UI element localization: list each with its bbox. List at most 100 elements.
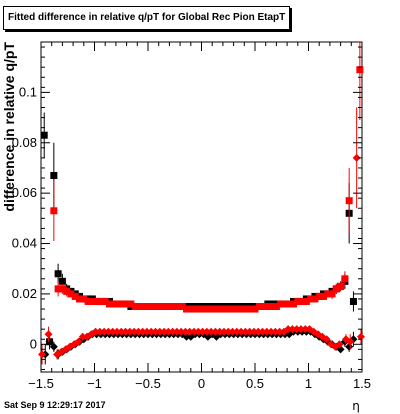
- x-tick-label: 0: [198, 376, 205, 391]
- data-point-diamond: [271, 327, 280, 336]
- data-point-square: [93, 297, 101, 305]
- data-point-square: [234, 305, 242, 313]
- data-point-diamond: [232, 327, 241, 336]
- data-point-square: [170, 303, 178, 311]
- data-point-square: [298, 297, 306, 305]
- data-point-diamond: [254, 327, 263, 336]
- data-point-square: [54, 270, 62, 278]
- data-point-square: [221, 305, 229, 313]
- data-point-square: [251, 305, 259, 313]
- data-point-diamond: [151, 327, 160, 336]
- data-point-square: [187, 305, 195, 313]
- data-point-square: [153, 303, 161, 311]
- data-point-square: [349, 297, 357, 305]
- y-tick-label: 0.1: [19, 84, 37, 99]
- data-point-square: [356, 66, 364, 74]
- data-point-diamond: [181, 327, 190, 336]
- data-point-diamond: [262, 327, 271, 336]
- data-point-square: [195, 305, 203, 313]
- data-point-square: [311, 295, 319, 303]
- data-point-diamond: [322, 335, 331, 344]
- chart-title: Fitted difference in relative q/pT for G…: [3, 6, 291, 30]
- data-point-diamond: [228, 327, 237, 336]
- data-point-square: [97, 297, 105, 305]
- data-point-diamond: [241, 327, 250, 336]
- data-point-diamond: [258, 327, 267, 336]
- x-tick-label: 1.5: [353, 376, 371, 391]
- data-point-diamond: [275, 327, 284, 336]
- data-point-diamond: [194, 327, 203, 336]
- data-point-diamond: [346, 337, 355, 346]
- data-point-diamond: [301, 325, 310, 334]
- data-point-diamond: [177, 327, 186, 336]
- data-point-diamond: [104, 327, 113, 336]
- plot-area: [40, 41, 363, 373]
- timestamp: Sat Sep 9 12:29:17 2017: [4, 400, 106, 410]
- data-point-square: [204, 305, 212, 313]
- x-tick-label: −0.5: [135, 376, 161, 391]
- data-point-diamond: [130, 327, 139, 336]
- data-point-diamond: [117, 327, 126, 336]
- data-point-square: [212, 305, 220, 313]
- data-point-diamond: [284, 325, 293, 334]
- data-point-diamond: [335, 340, 344, 349]
- data-point-diamond: [356, 332, 365, 341]
- data-point-diamond: [202, 327, 211, 336]
- data-point-square: [183, 305, 191, 313]
- data-point-square: [178, 303, 186, 311]
- data-point-diamond: [74, 337, 83, 346]
- data-point-diamond: [215, 327, 224, 336]
- data-point-diamond: [134, 327, 143, 336]
- data-point-diamond: [147, 327, 156, 336]
- data-point-diamond: [155, 327, 164, 336]
- data-point-diamond: [292, 325, 301, 334]
- data-point-diamond: [142, 327, 151, 336]
- data-point-diamond: [297, 325, 306, 334]
- data-point-diamond: [91, 327, 100, 336]
- data-point-diamond: [219, 327, 228, 336]
- x-tick-label: 0.5: [246, 376, 264, 391]
- data-marks: [38, 42, 365, 365]
- data-point-square: [76, 295, 84, 303]
- data-point-diamond: [138, 327, 147, 336]
- x-tick-label: −1: [87, 376, 102, 391]
- data-point-square: [157, 303, 165, 311]
- data-point-square: [277, 300, 285, 308]
- data-point-diamond: [112, 327, 121, 336]
- data-point-square: [332, 285, 340, 293]
- data-point-diamond: [44, 330, 53, 339]
- y-tick-label: 0.06: [12, 185, 37, 200]
- data-point-diamond: [352, 153, 361, 162]
- data-point-square: [118, 300, 126, 308]
- data-point-square: [230, 305, 238, 313]
- data-point-square: [80, 295, 88, 303]
- y-axis-label: difference in relative q/pT: [1, 42, 17, 212]
- data-point-diamond: [108, 327, 117, 336]
- data-point-square: [208, 305, 216, 313]
- data-point-square: [302, 297, 310, 305]
- data-point-square: [63, 287, 71, 295]
- data-point-diamond: [249, 327, 258, 336]
- x-tick-label: −1.5: [28, 376, 54, 391]
- data-point-square: [341, 275, 349, 283]
- data-point-diamond: [198, 327, 207, 336]
- data-point-square: [319, 292, 327, 300]
- data-point-square: [294, 297, 302, 305]
- data-point-diamond: [267, 327, 276, 336]
- data-point-diamond: [168, 327, 177, 336]
- x-tick-label: 1: [305, 376, 312, 391]
- data-point-square: [131, 303, 139, 311]
- data-point-square: [272, 303, 280, 311]
- data-point-square: [40, 131, 48, 139]
- data-point-square: [345, 197, 353, 205]
- data-point-square: [144, 303, 152, 311]
- y-tick-label: 0.08: [12, 135, 37, 150]
- data-point-square: [260, 303, 268, 311]
- data-point-square: [127, 300, 135, 308]
- data-point-square: [225, 305, 233, 313]
- data-point-square: [114, 300, 122, 308]
- data-point-square: [84, 297, 92, 305]
- data-point-diamond: [160, 327, 169, 336]
- y-tick-label: 0.04: [12, 236, 37, 251]
- data-point-square: [148, 303, 156, 311]
